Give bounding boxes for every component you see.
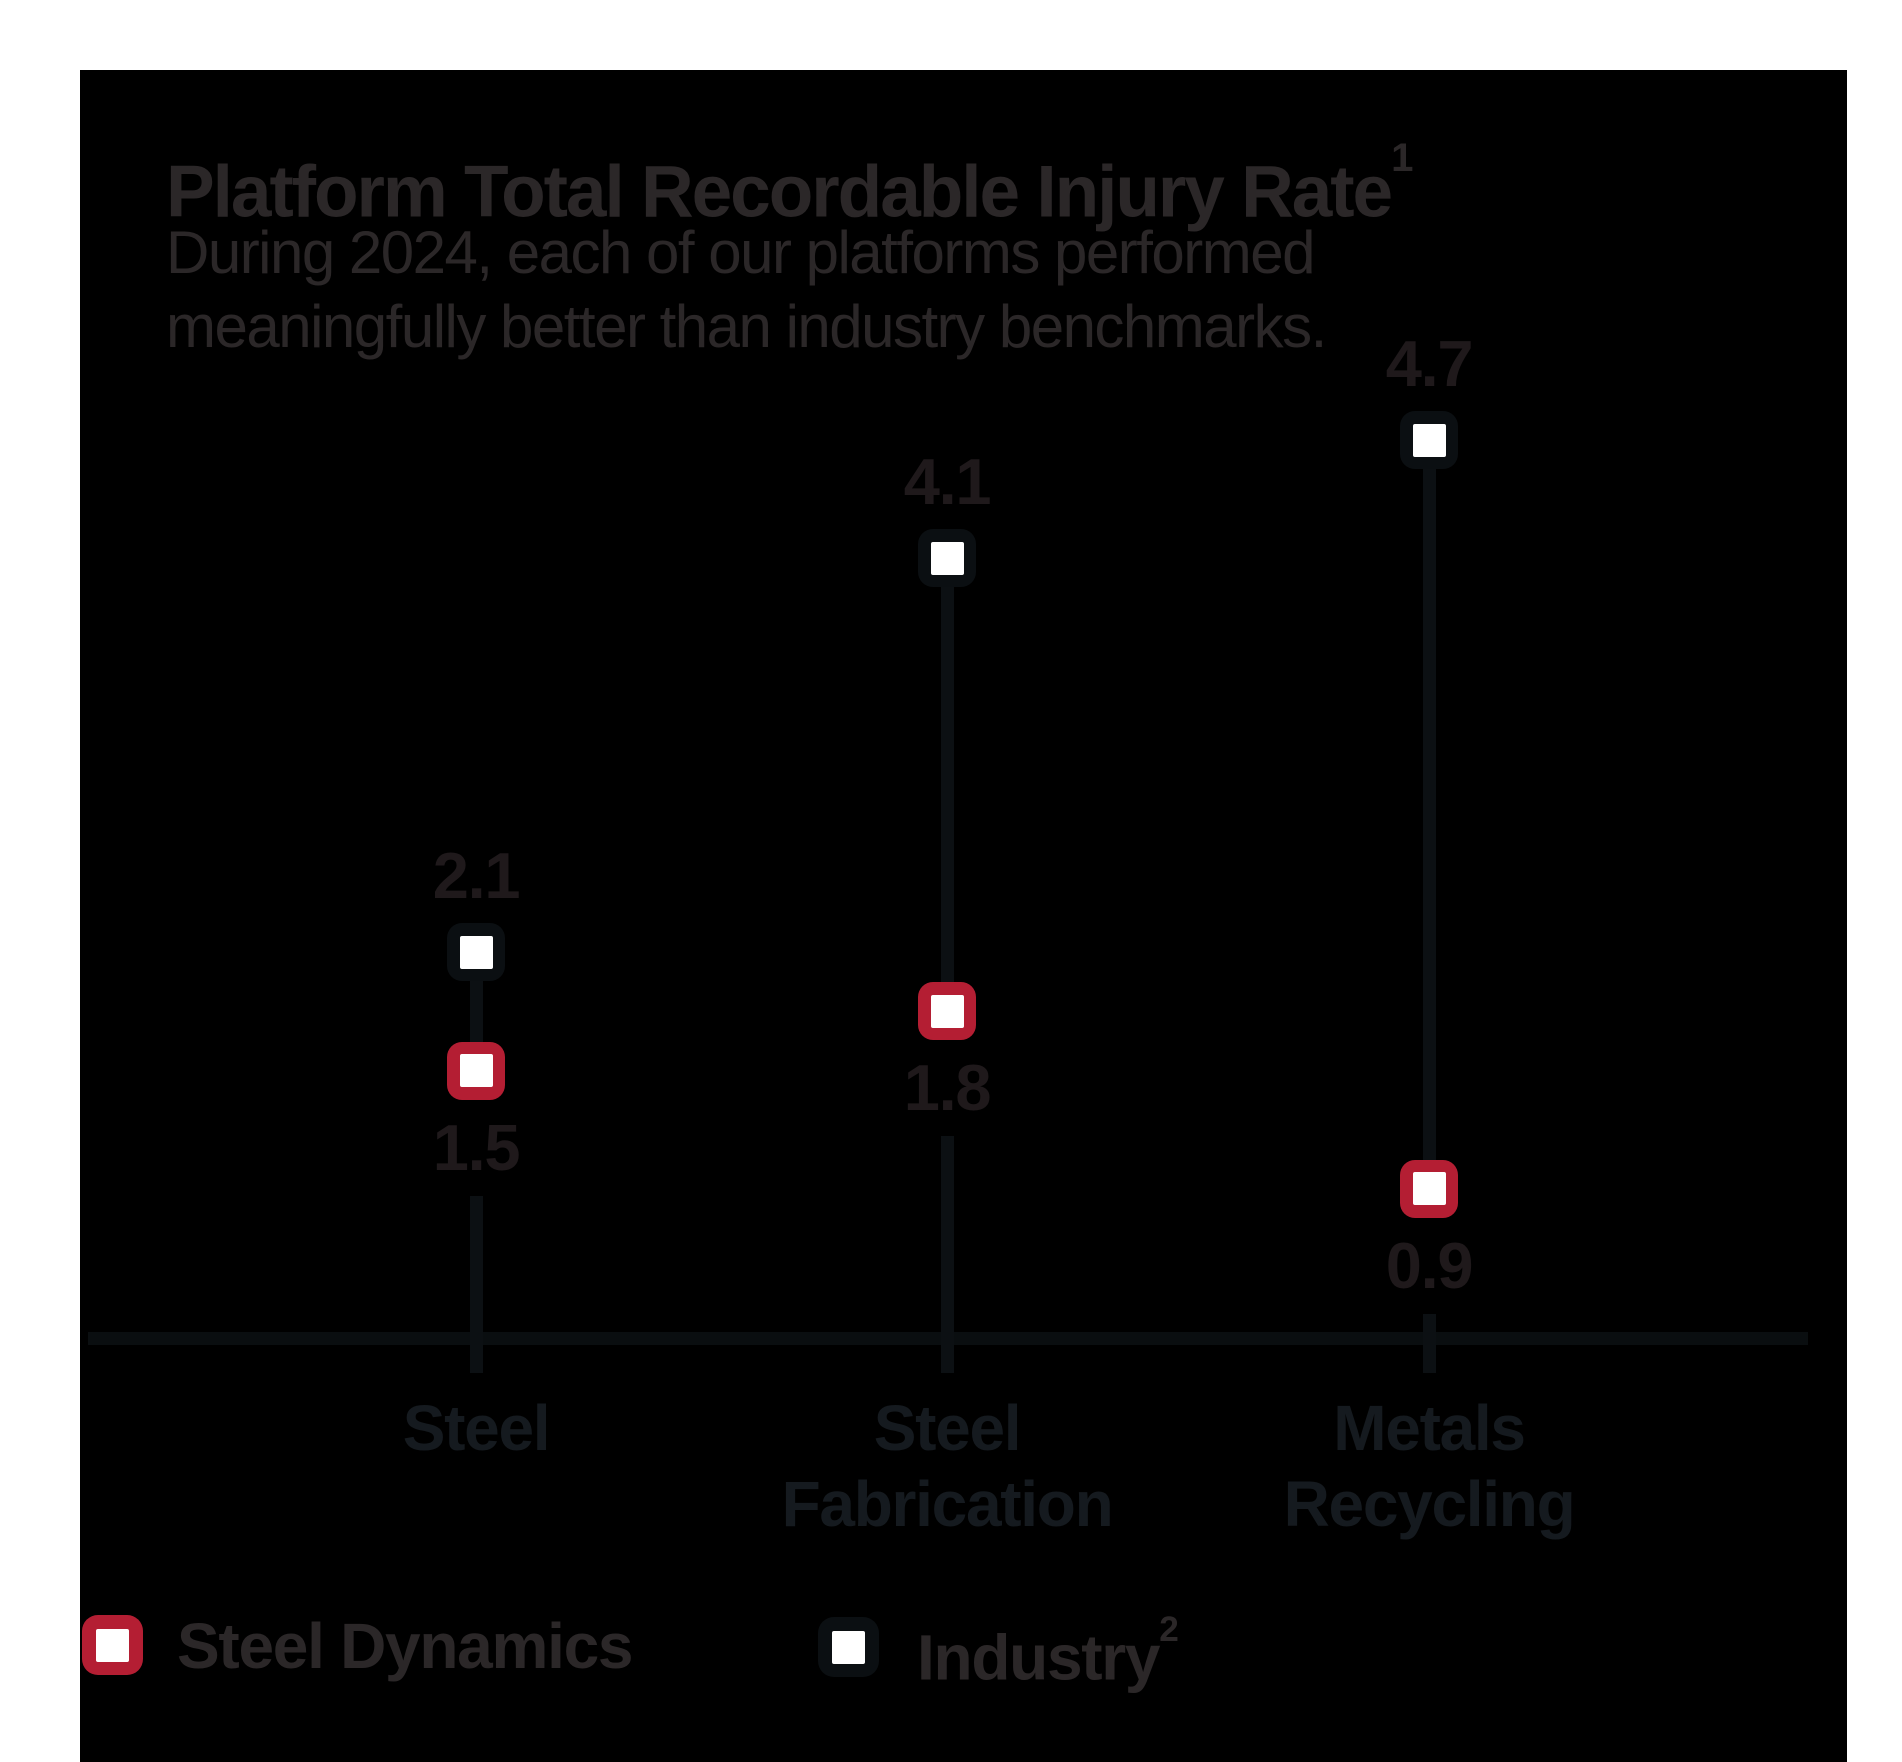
stem-lower-steel-fabrication <box>940 1136 954 1373</box>
legend-industry-footnote-mark: 2 <box>1159 1610 1179 1650</box>
category-label-steel-fabrication: Steel Fabrication <box>781 1392 1114 1540</box>
stem-lower-steel <box>469 1195 483 1373</box>
stem-upper-steel <box>469 952 483 1071</box>
marker-industry-steel-fabrication <box>918 529 976 588</box>
chart-subtitle: During 2024, each of our platforms perfo… <box>166 219 1327 360</box>
chart-title: Platform Total Recordable Injury Rate1 <box>166 134 1413 233</box>
chart-title-text: Platform Total Recordable Injury Rate <box>166 151 1393 233</box>
marker-steel-dynamics-metals-recycling <box>1400 1159 1458 1218</box>
legend-label-industry-text: Industry <box>917 1621 1161 1694</box>
stem-upper-steel-fabrication <box>940 558 954 1012</box>
marker-steel-dynamics-steel-inner <box>459 1054 493 1087</box>
legend-label-steel-dynamics: Steel Dynamics <box>177 1610 633 1682</box>
title-footnote-mark: 1 <box>1391 134 1413 180</box>
category-label-metals-recycling: Metals Recycling <box>1283 1392 1576 1540</box>
stem-upper-metals-recycling <box>1422 440 1436 1189</box>
value-industry-steel: 2.1 <box>432 839 521 913</box>
marker-industry-metals-recycling <box>1400 411 1458 470</box>
category-label-steel: Steel <box>402 1392 551 1464</box>
legend-swatch-steel-dynamics <box>82 1615 143 1675</box>
value-industry-steel-fabrication: 4.1 <box>903 445 992 519</box>
chart-card: Platform Total Recordable Injury Rate1 D… <box>80 70 1847 1762</box>
value-steel-dynamics-metals-recycling: 0.9 <box>1385 1228 1474 1302</box>
marker-industry-steel-inner <box>459 935 493 969</box>
marker-steel-dynamics-steel <box>447 1041 505 1100</box>
legend-swatch-industry <box>818 1617 879 1677</box>
value-steel-dynamics-steel: 1.5 <box>432 1110 521 1184</box>
legend-label-industry: Industry2 <box>917 1610 1179 1694</box>
marker-steel-dynamics-metals-recycling-inner <box>1412 1172 1446 1206</box>
marker-industry-steel <box>447 923 505 982</box>
value-industry-metals-recycling: 4.7 <box>1385 327 1474 401</box>
marker-steel-dynamics-steel-fabrication <box>918 982 976 1041</box>
stem-lower-metals-recycling <box>1422 1313 1436 1373</box>
legend-swatch-steel-dynamics-inner <box>96 1628 129 1662</box>
marker-industry-metals-recycling-inner <box>1412 423 1446 457</box>
legend-swatch-industry-inner <box>832 1630 865 1664</box>
marker-industry-steel-fabrication-inner <box>930 541 964 575</box>
value-steel-dynamics-steel-fabrication: 1.8 <box>903 1051 992 1125</box>
marker-steel-dynamics-steel-fabrication-inner <box>930 994 964 1028</box>
